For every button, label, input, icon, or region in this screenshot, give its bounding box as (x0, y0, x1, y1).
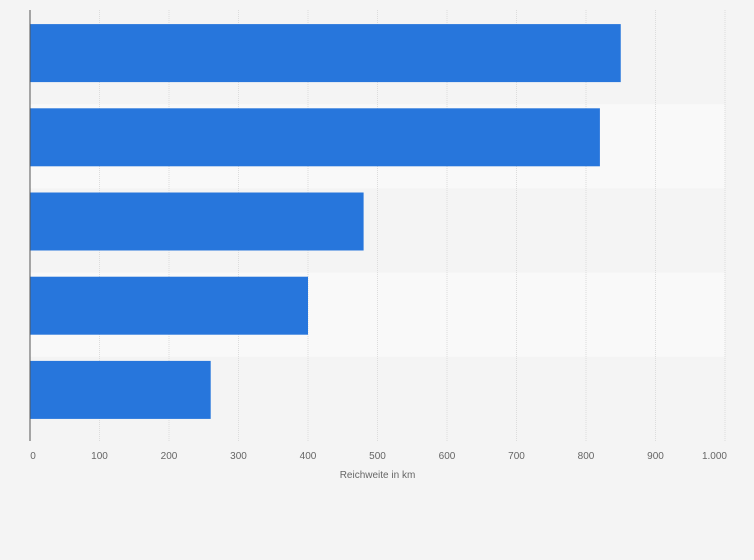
x-tick-labels: 0 100 200 300 400 500 600 700 800 900 1.000 (30, 451, 727, 462)
x-tick-label: 500 (369, 451, 386, 462)
x-tick-label: 1.000 (702, 451, 727, 462)
x-tick-label: 600 (439, 451, 456, 462)
x-tick-label: 800 (578, 451, 595, 462)
x-tick-label: 100 (91, 451, 108, 462)
x-tick-label: 400 (300, 451, 317, 462)
x-tick-label: 700 (508, 451, 525, 462)
bar (30, 276, 308, 335)
x-tick-label: 300 (230, 451, 247, 462)
x-tick-label: 0 (30, 451, 36, 462)
bar (30, 24, 621, 83)
bar (30, 192, 364, 251)
bar (30, 108, 600, 167)
bars (30, 24, 621, 419)
x-axis-title: Reichweite in km (340, 470, 416, 481)
bar (30, 360, 211, 419)
x-tick-label: 200 (161, 451, 178, 462)
x-tick-label: 900 (647, 451, 664, 462)
